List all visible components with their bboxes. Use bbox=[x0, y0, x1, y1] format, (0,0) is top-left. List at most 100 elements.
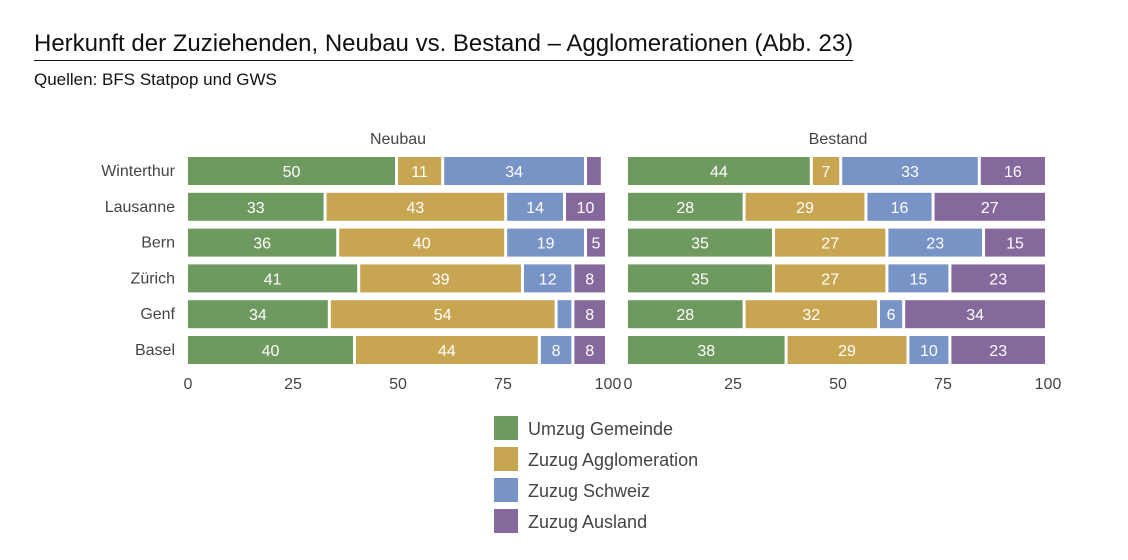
bar-segment bbox=[444, 157, 584, 185]
bar-segment bbox=[398, 157, 442, 185]
bar-value-label: 10 bbox=[920, 343, 938, 360]
legend-swatch bbox=[494, 478, 518, 502]
bar-value-label: 12 bbox=[539, 271, 557, 288]
bar-value-label: 43 bbox=[407, 200, 425, 217]
bar-segment bbox=[540, 336, 572, 364]
bar-segment bbox=[574, 300, 605, 329]
bar-value-label: 5 bbox=[592, 236, 601, 253]
bar-segment bbox=[787, 336, 907, 364]
bar-segment bbox=[188, 192, 324, 221]
bar-segment bbox=[628, 192, 743, 221]
bar-segment bbox=[842, 157, 978, 185]
bar-segment bbox=[745, 300, 877, 329]
category-label: Zürich bbox=[131, 270, 175, 287]
bar-value-label: 10 bbox=[577, 200, 595, 217]
bar-value-label: 38 bbox=[697, 343, 715, 360]
bar-value-label: 28 bbox=[676, 200, 694, 217]
bar-value-label: 40 bbox=[262, 343, 280, 360]
bar-segment bbox=[188, 157, 395, 185]
bar-segment bbox=[745, 192, 865, 221]
x-tick-label: 75 bbox=[934, 376, 952, 393]
bar-value-label: 33 bbox=[247, 200, 265, 217]
bar-segment bbox=[574, 264, 605, 293]
bar-segment bbox=[909, 336, 949, 364]
bar-value-label: 35 bbox=[691, 236, 709, 253]
category-label: Genf bbox=[140, 306, 175, 323]
bar-segment bbox=[566, 192, 605, 221]
chart-title: Herkunft der Zuziehenden, Neubau vs. Bes… bbox=[34, 30, 854, 61]
bar-segment bbox=[775, 264, 886, 293]
bar-segment bbox=[628, 336, 785, 364]
bar-value-label: 29 bbox=[838, 343, 856, 360]
bar-segment bbox=[356, 336, 538, 364]
x-tick-label: 75 bbox=[494, 376, 512, 393]
bar-segment bbox=[812, 157, 840, 185]
x-tick-label: 25 bbox=[724, 376, 742, 393]
bar-value-label: 8 bbox=[585, 271, 594, 288]
bar-segment bbox=[587, 228, 605, 257]
bar-value-label: 34 bbox=[249, 307, 267, 324]
bar-value-label: 14 bbox=[526, 200, 544, 217]
category-label: Bern bbox=[141, 235, 175, 252]
bar-segment bbox=[775, 228, 886, 257]
bar-value-label: 7 bbox=[822, 164, 831, 181]
panel-title-1: Bestand bbox=[809, 131, 868, 148]
bar-value-label: 23 bbox=[989, 271, 1007, 288]
bar-value-label: 27 bbox=[821, 236, 839, 253]
bar-segment bbox=[867, 192, 932, 221]
bar-segment bbox=[188, 300, 328, 329]
bar-segment bbox=[628, 300, 743, 329]
bar-value-label: 32 bbox=[802, 307, 820, 324]
bar-value-label: 39 bbox=[432, 271, 450, 288]
x-tick-label: 100 bbox=[1035, 376, 1062, 393]
x-tick-label: 50 bbox=[389, 376, 407, 393]
legend-label: Umzug Gemeinde bbox=[528, 419, 673, 439]
bar-value-label: 54 bbox=[434, 307, 452, 324]
bar-value-label: 8 bbox=[585, 307, 594, 324]
bar-segment bbox=[628, 228, 772, 257]
legend-label: Zuzug Ausland bbox=[528, 512, 647, 532]
x-tick-label: 25 bbox=[284, 376, 302, 393]
bar-segment bbox=[888, 228, 982, 257]
x-tick-label: 100 bbox=[595, 376, 622, 393]
bar-value-label: 27 bbox=[981, 200, 999, 217]
bar-segment bbox=[339, 228, 505, 257]
bar-segment bbox=[507, 192, 563, 221]
bar-segment bbox=[628, 264, 772, 293]
bar-segment bbox=[951, 264, 1045, 293]
bar-segment bbox=[557, 300, 572, 329]
bar-segment bbox=[360, 264, 521, 293]
bar-segment bbox=[507, 228, 584, 257]
bar-segment bbox=[934, 192, 1045, 221]
bar-segment bbox=[188, 264, 358, 293]
bar-value-label: 35 bbox=[691, 271, 709, 288]
bar-value-label: 8 bbox=[585, 343, 594, 360]
bar-segment bbox=[905, 300, 1045, 329]
bar-value-label: 23 bbox=[926, 236, 944, 253]
bar-value-label: 19 bbox=[537, 236, 555, 253]
bar-segment bbox=[188, 228, 337, 257]
bar-value-label: 50 bbox=[283, 164, 301, 181]
chart-subtitle: Quellen: BFS Statpop und GWS bbox=[34, 70, 277, 89]
bar-segment bbox=[980, 157, 1045, 185]
bar-segment bbox=[326, 192, 505, 221]
bar-segment bbox=[188, 336, 353, 364]
bar-segment bbox=[574, 336, 605, 364]
category-label: Basel bbox=[135, 342, 175, 359]
bar-value-label: 23 bbox=[989, 343, 1007, 360]
legend-swatch bbox=[494, 509, 518, 533]
bar-value-label: 11 bbox=[411, 164, 428, 181]
bar-value-label: 41 bbox=[264, 271, 282, 288]
bar-value-label: 15 bbox=[1006, 236, 1024, 253]
bar-value-label: 44 bbox=[710, 164, 728, 181]
bar-value-label: 15 bbox=[910, 271, 928, 288]
bar-segment bbox=[587, 157, 601, 185]
bar-value-label: 29 bbox=[796, 200, 814, 217]
bar-value-label: 33 bbox=[901, 164, 919, 181]
category-label: Winterthur bbox=[101, 163, 175, 180]
bar-value-label: 34 bbox=[966, 307, 984, 324]
x-tick-label: 50 bbox=[829, 376, 847, 393]
bar-segment bbox=[888, 264, 949, 293]
bar-value-label: 34 bbox=[505, 164, 523, 181]
